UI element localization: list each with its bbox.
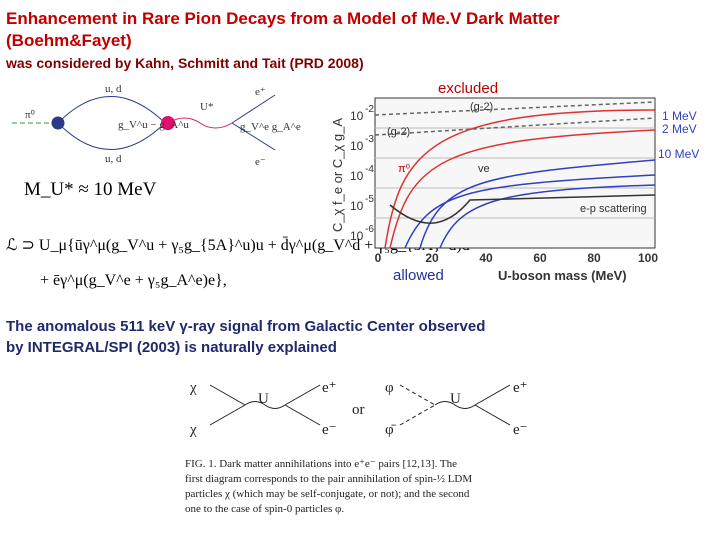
plot-annotation: π⁰ [398,163,411,175]
y-tick-base: 10 [350,109,364,123]
y-tick-base: 10 [350,199,364,213]
excluded-label: excluded [438,80,498,97]
feynman-diagram [12,94,276,151]
curve-label: 10 MeV [658,147,699,161]
x-tick-label: 60 [533,251,547,265]
figure-label: φ̄ [385,422,397,438]
figure-label: U [258,391,269,407]
y-tick-exp: -6 [365,224,374,235]
x-tick-label: 40 [479,251,493,265]
diagram-label: u, d [105,153,122,165]
x-axis-label: U-boson mass (MeV) [498,268,627,283]
figure-label: or [352,402,365,418]
plot-annotation: e-p scattering [580,203,647,215]
caption-line: first diagram corresponds to the pair an… [185,473,472,485]
y-tick-base: 10 [350,229,364,243]
y-tick-base: 10 [350,139,364,153]
plot-annotation: (g-2) [387,126,410,138]
lagrangian: ℒ ⊃ U_μ{ūγ^μ(g_V^u + γ₅g_{5A}^u)u + d̄γ^… [6,236,470,254]
y-tick-exp: -3 [365,134,374,145]
caption-line: particles χ (which may be self-conjugate… [185,488,470,500]
figure-label: e⁺ [513,380,528,396]
lagrangian: + ēγ^μ(g_V^e + γ₅g_A^e)e}, [40,272,227,289]
plot-annotation: (g-2) [470,101,493,113]
figure-label: χ [189,422,197,438]
plot [374,97,656,249]
diagram-label: e⁺ [255,86,266,98]
subtitle: was considered by Kahn, Schmitt and Tait… [5,55,364,71]
x-tick-label: 0 [375,251,382,265]
body-line: by INTEGRAL/SPI (2003) is naturally expl… [6,339,337,356]
curve-label: 1 MeV [662,109,697,123]
caption-line: one to the case of spin-0 particles φ. [185,503,344,515]
y-axis-label: C_χ f_e or C_χ g_A [330,118,345,232]
figure-label: e⁻ [513,422,528,438]
diagram-label: g_V^e g_A^e [240,121,301,133]
y-tick-base: 10 [350,169,364,183]
diagram-label: e⁻ [255,156,266,168]
y-tick-exp: -2 [365,104,374,115]
figure-label: U [450,391,461,407]
x-tick-label: 100 [638,251,658,265]
x-tick-label: 20 [425,251,439,265]
curve-label: 2 MeV [662,122,697,136]
mass-relation: M_U* ≈ 10 MeV [24,179,157,200]
title-line: (Boehm&Fayet) [6,31,132,50]
figure-label: e⁺ [322,380,337,396]
x-tick-label: 80 [587,251,601,265]
title-line: Enhancement in Rare Pion Decays from a M… [6,9,560,28]
diagram-label: g_V^u − g_A^u [118,119,189,131]
diagram-label: π⁰ [25,109,36,121]
caption-line: FIG. 1. Dark matter annihilations into e… [185,458,457,470]
diagram-label: u, d [105,83,122,95]
y-tick-exp: -4 [365,164,374,175]
figure-label: φ [385,380,394,396]
body-line: The anomalous 511 keV γ-ray signal from … [6,318,485,335]
y-tick-exp: -5 [365,194,374,205]
allowed-label: allowed [393,267,444,284]
figure-label: e⁻ [322,422,337,438]
annihilation-diagram [209,384,511,426]
diagram-label: U* [200,101,213,113]
plot-annotation: ve [478,163,490,175]
figure-label: χ [189,380,197,396]
